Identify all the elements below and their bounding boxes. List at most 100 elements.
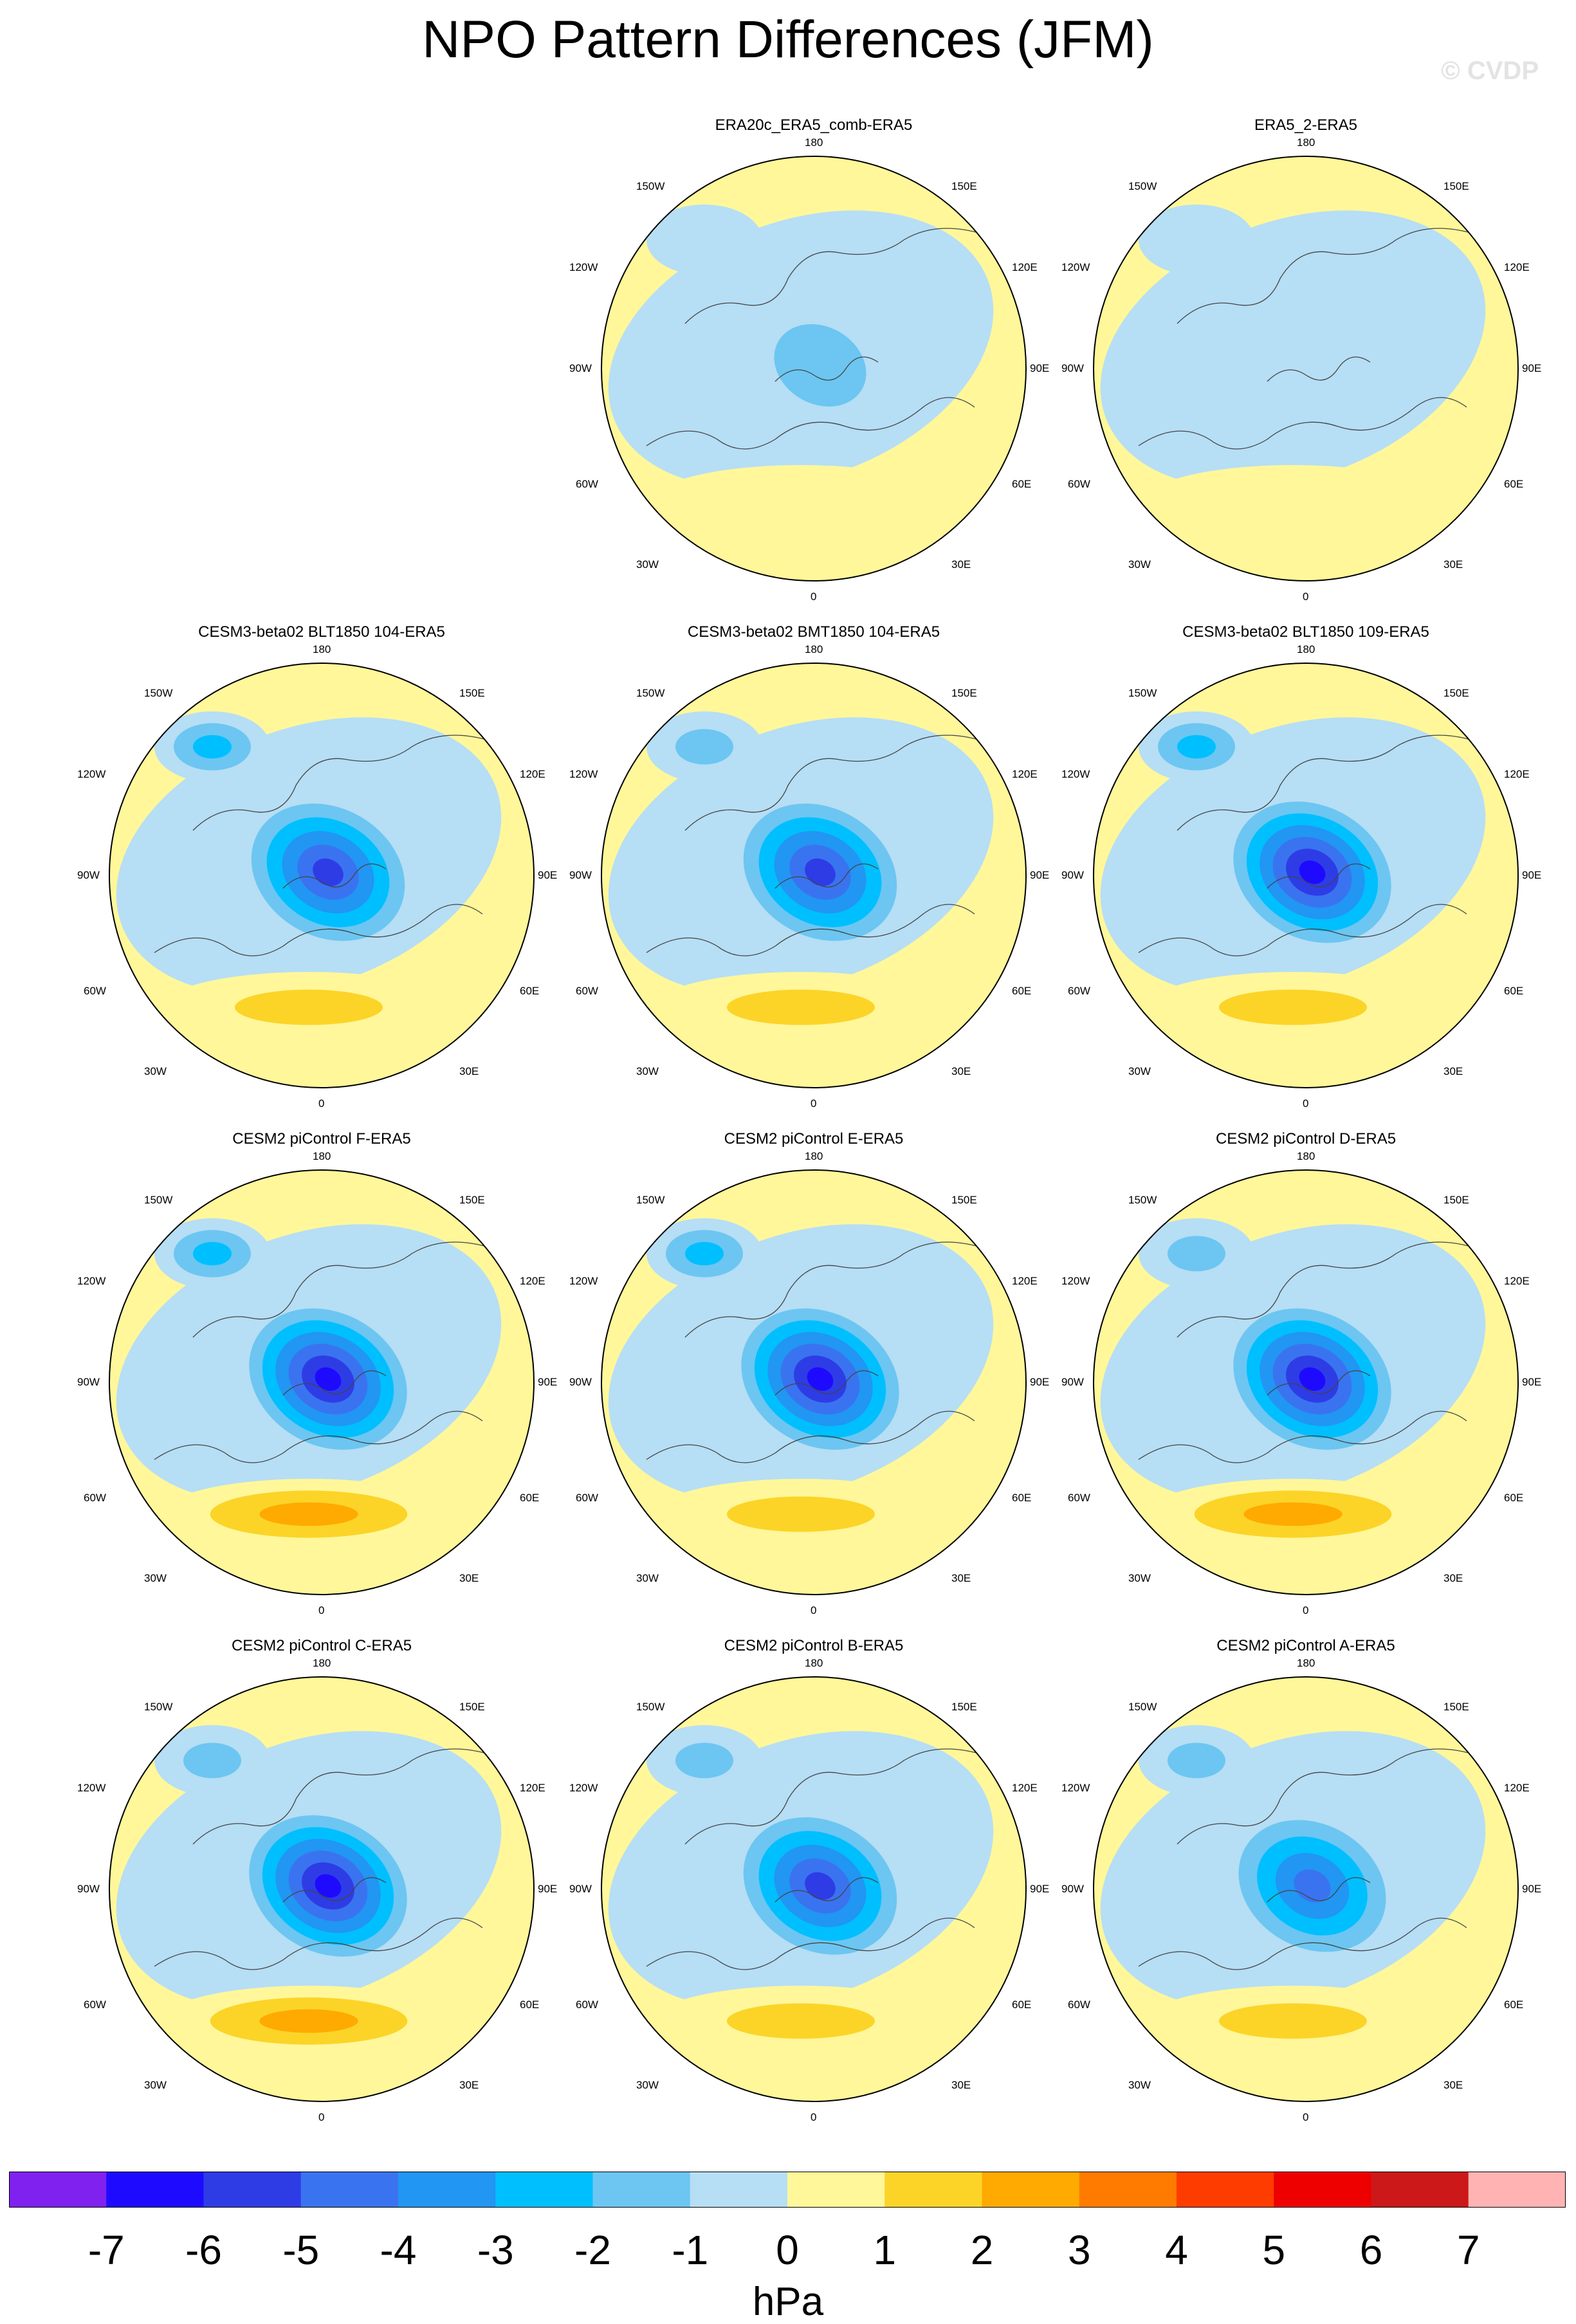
- coastlines: [1138, 228, 1474, 450]
- longitude-label: 150W: [1128, 687, 1157, 699]
- map-boundary: [601, 156, 1027, 581]
- polar-map: [601, 156, 1027, 581]
- north-pacific-low: [1139, 205, 1254, 275]
- map-boundary: [601, 663, 1027, 1088]
- longitude-label: 30W: [1128, 2079, 1151, 2091]
- longitude-label: 180: [805, 1150, 823, 1162]
- longitude-label: 180: [1297, 1657, 1315, 1669]
- colorbar-tick-label: -3: [477, 2227, 514, 2273]
- atlantic-high: [161, 1986, 457, 2056]
- coastlines: [1138, 735, 1474, 956]
- longitude-label: 30E: [951, 2079, 971, 2091]
- longitude-label: 0: [318, 2111, 325, 2123]
- map-panel: CESM2 piControl A-ERA5 180 0 90W 90E 150W 120W…: [1061, 1636, 1550, 2145]
- coastlines: [646, 735, 982, 956]
- longitude-label: 150E: [1443, 1701, 1469, 1713]
- longitude-label: 90E: [1522, 1376, 1542, 1388]
- longitude-label: 0: [811, 1604, 817, 1616]
- map-boundary: [109, 663, 535, 1088]
- longitude-label: 90W: [1061, 362, 1084, 374]
- longitude-label: 0: [318, 1604, 325, 1616]
- longitude-label: 60E: [1504, 985, 1524, 997]
- longitude-label: 30W: [144, 1065, 167, 1077]
- longitude-label: 120W: [569, 1782, 598, 1794]
- longitude-label: 0: [1303, 1097, 1309, 1110]
- map-boundary: [601, 1676, 1027, 2102]
- longitude-label: 30E: [1443, 1065, 1463, 1077]
- polar-map: [1093, 1169, 1519, 1595]
- atlantic-high: [653, 1479, 949, 1550]
- longitude-label: 90W: [1061, 1376, 1084, 1388]
- longitude-label: 90E: [1522, 362, 1542, 374]
- longitude-label: 30W: [1128, 558, 1151, 571]
- map-boundary: [109, 1169, 535, 1595]
- longitude-label: 120W: [569, 1275, 598, 1287]
- north-pacific-low: [646, 711, 762, 782]
- polar-low-level: [774, 324, 866, 407]
- longitude-label: 30E: [459, 1065, 479, 1077]
- north-pacific-low-level: [675, 1743, 733, 1779]
- longitude-label: 30E: [951, 558, 971, 571]
- panel-title: CESM2 piControl C-ERA5: [231, 1637, 412, 1654]
- longitude-label: 30E: [1443, 558, 1463, 571]
- longitude-label: 90W: [569, 1883, 592, 1895]
- polar-low: [728, 282, 913, 448]
- longitude-label: 90E: [538, 1376, 558, 1388]
- longitude-label: 30W: [1128, 1065, 1151, 1077]
- colorbar-tick-label: 2: [970, 2227, 994, 2273]
- colorbar-swatch: [398, 2172, 496, 2208]
- colorbar-tick-label: -6: [185, 2227, 222, 2273]
- longitude-label: 90W: [569, 869, 592, 881]
- panel-title: CESM2 piControl D-ERA5: [1215, 1130, 1397, 1148]
- longitude-label: 150E: [459, 687, 485, 699]
- longitude-label: 60W: [576, 478, 598, 490]
- coastlines: [646, 1241, 982, 1463]
- colorbar-tick-label: -5: [282, 2227, 320, 2273]
- map-boundary: [601, 1169, 1027, 1595]
- panel-title: CESM2 piControl E-ERA5: [724, 1130, 904, 1148]
- colorbar-tick-label: 7: [1457, 2227, 1480, 2273]
- colorbar-swatch: [884, 2172, 982, 2208]
- polar-map: [601, 1676, 1027, 2102]
- longitude-label: 120W: [77, 768, 106, 780]
- longitude-label: 90E: [1030, 869, 1050, 881]
- polar-low: [728, 1296, 913, 1462]
- longitude-label: 120W: [1061, 768, 1090, 780]
- longitude-label: 60W: [1068, 478, 1090, 490]
- longitude-label: 120E: [1012, 261, 1038, 273]
- north-pacific-low-level: [675, 729, 733, 765]
- longitude-label: 60E: [1012, 1999, 1032, 2011]
- longitude-label: 60W: [576, 1492, 598, 1504]
- atlantic-high-level: [235, 989, 383, 1025]
- longitude-label: 60W: [576, 1999, 598, 2011]
- map-boundary: [1093, 156, 1519, 581]
- atlantic-high-level: [727, 989, 875, 1025]
- coastlines: [154, 735, 490, 956]
- longitude-label: 30W: [636, 1065, 659, 1077]
- north-pacific-low-level: [1168, 1236, 1225, 1272]
- longitude-label: 150E: [1443, 180, 1469, 192]
- longitude-label: 150E: [459, 1701, 485, 1713]
- longitude-label: 30W: [144, 1572, 167, 1584]
- longitude-label: 120E: [1504, 1782, 1530, 1794]
- longitude-label: 150E: [951, 1701, 977, 1713]
- coastlines: [1138, 1748, 1474, 1970]
- colorbar-tick-label: -2: [574, 2227, 611, 2273]
- polar-map: [1093, 156, 1519, 581]
- atlantic-high: [1145, 465, 1441, 536]
- map-boundary: [1093, 1676, 1519, 2102]
- longitude-label: 60E: [1012, 985, 1032, 997]
- longitude-label: 30W: [1128, 1572, 1151, 1584]
- longitude-label: 0: [811, 2111, 817, 2123]
- longitude-label: 30E: [951, 1572, 971, 1584]
- longitude-label: 120W: [77, 1782, 106, 1794]
- longitude-label: 0: [1303, 590, 1309, 603]
- colorbar-swatch: [495, 2172, 593, 2208]
- atlantic-high: [653, 972, 949, 1043]
- longitude-label: 120E: [1012, 1782, 1038, 1794]
- longitude-label: 90E: [1030, 1376, 1050, 1388]
- atlantic-high-level: [1145, 465, 1441, 536]
- longitude-label: 0: [318, 1097, 325, 1110]
- atlantic-high: [161, 972, 457, 1043]
- longitude-label: 90E: [1522, 869, 1542, 881]
